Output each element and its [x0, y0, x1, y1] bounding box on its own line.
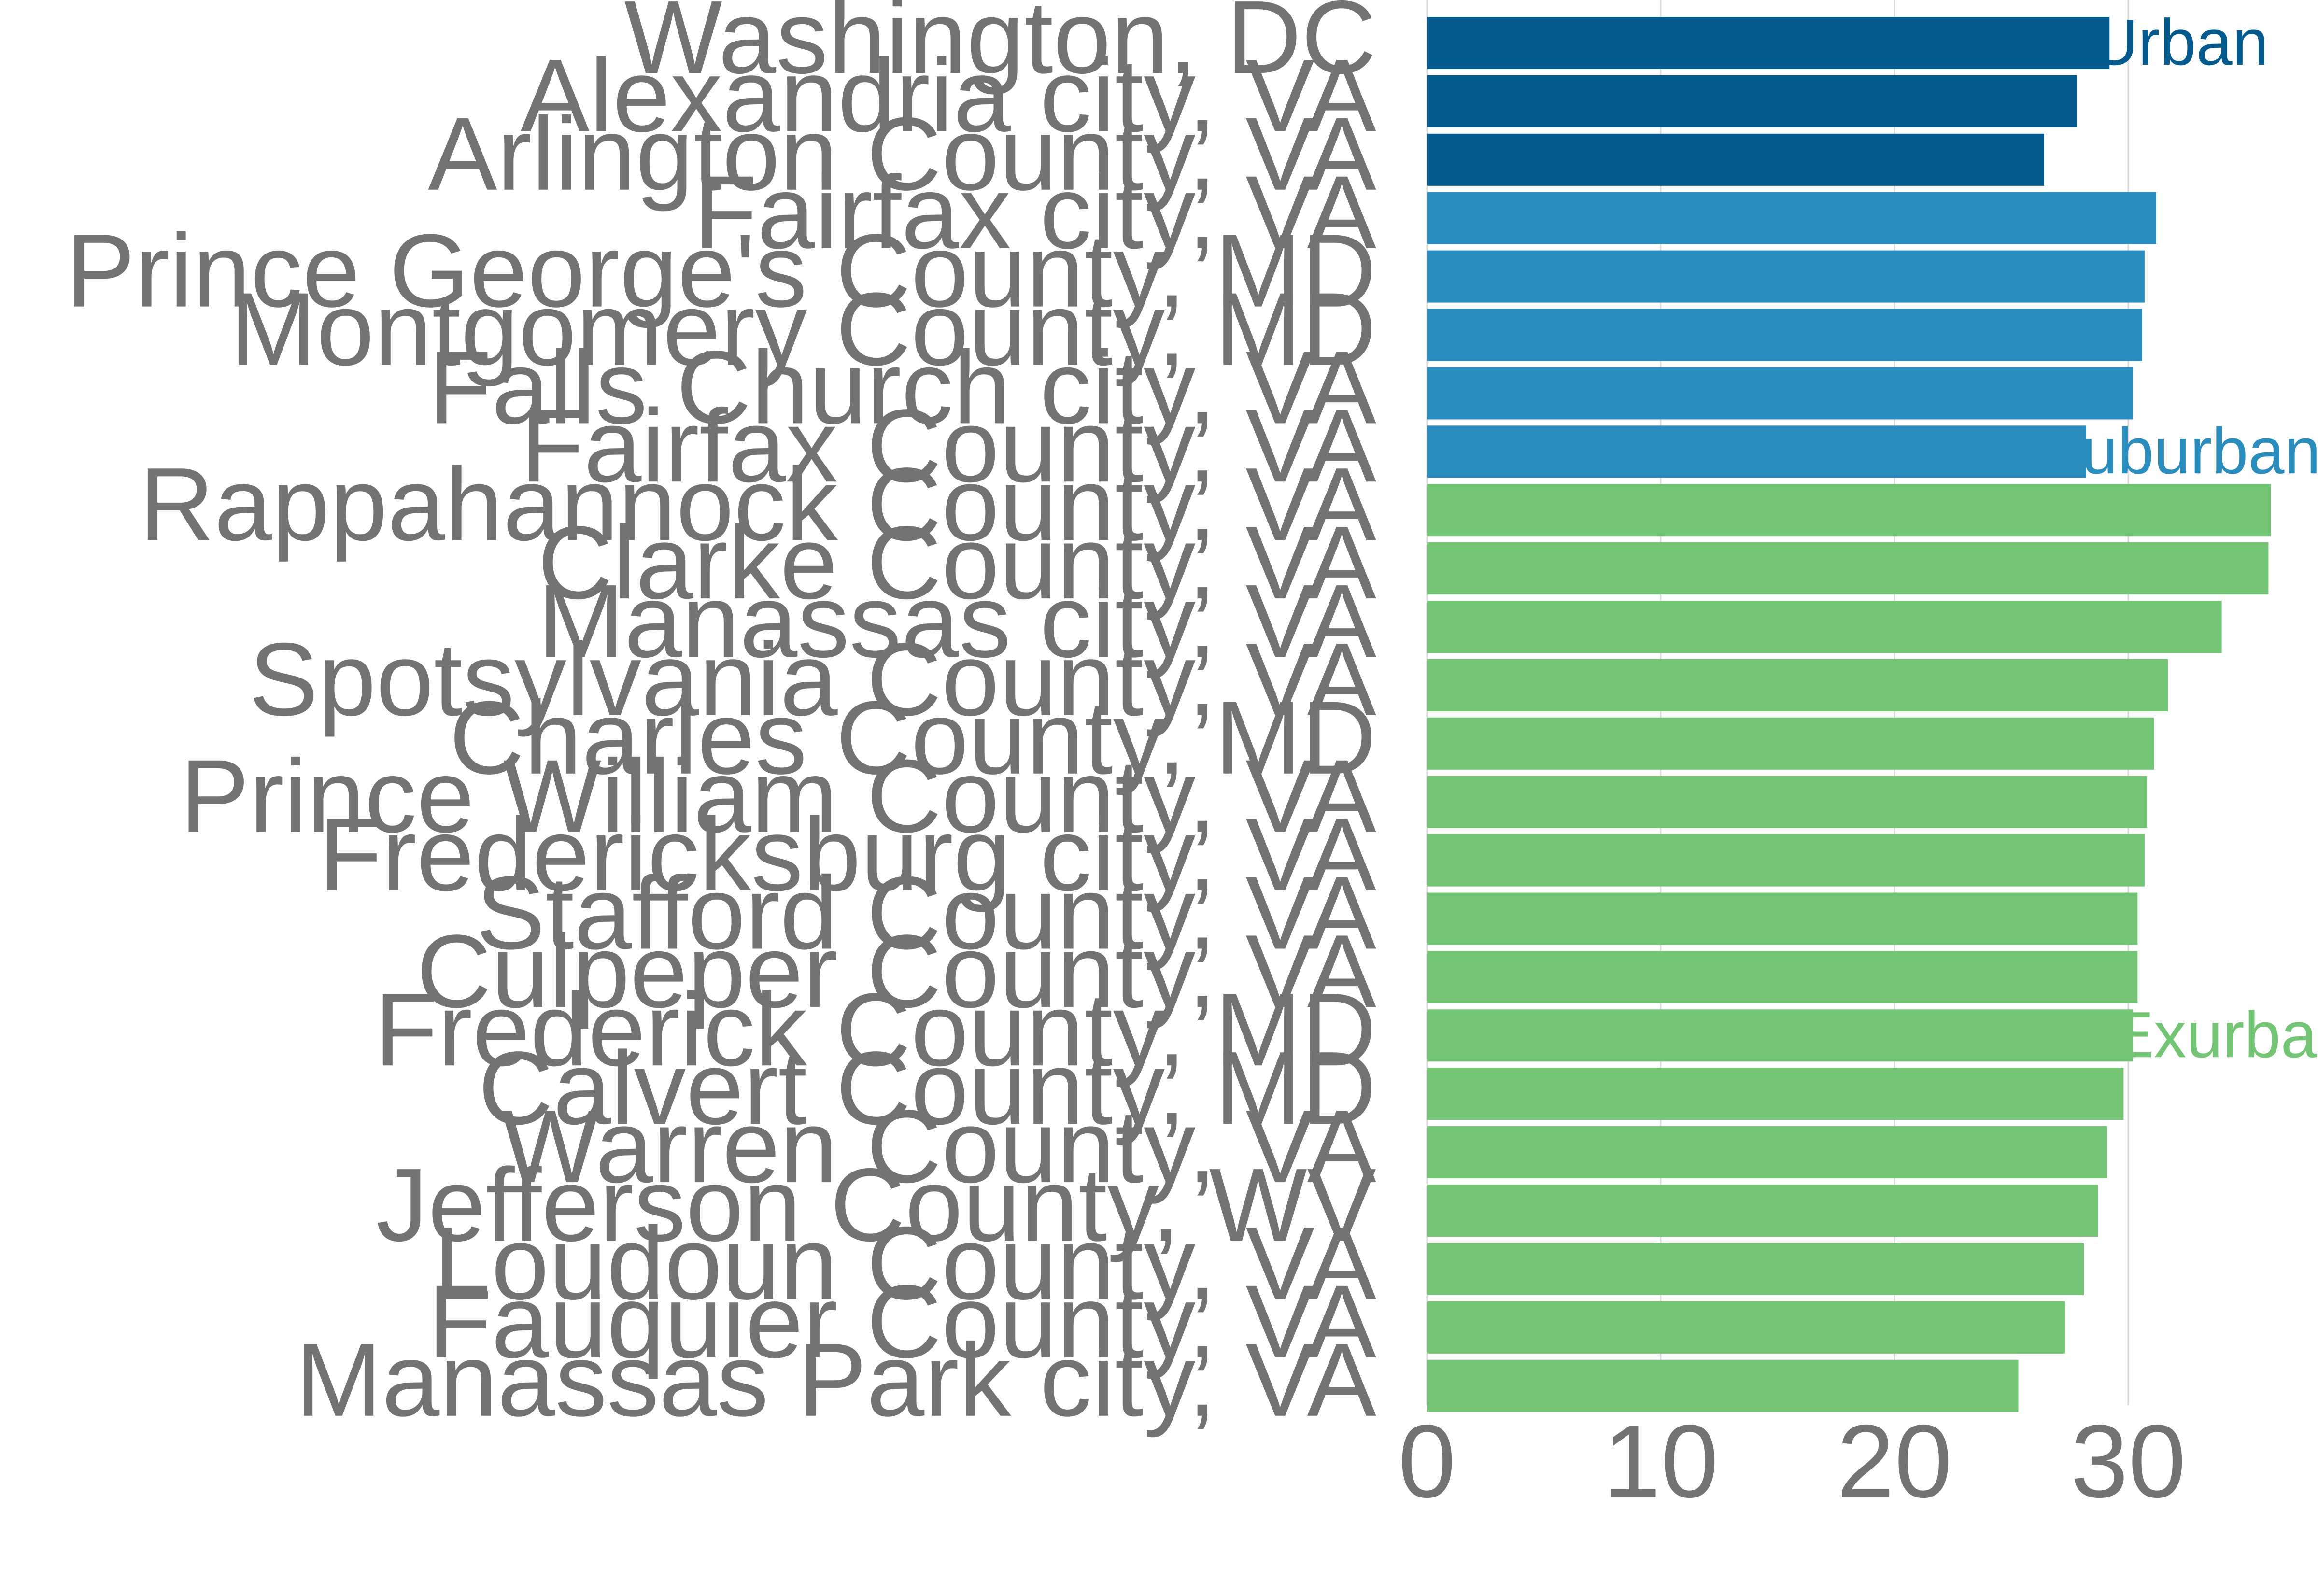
category-label: Montgomery County, MD — [230, 271, 1376, 387]
bar-fairfax-city-va — [1427, 192, 2157, 244]
category-label: Falls Church city, VA — [428, 329, 1376, 445]
group-labels: Urban Suburban Exurban — [2038, 6, 2318, 1071]
bar-charles-county-md — [1427, 717, 2154, 770]
bar-falls-church-city-va — [1427, 367, 2133, 420]
bar-warren-county-va — [1427, 1126, 2107, 1179]
category-label: Stafford County, VA — [476, 855, 1376, 971]
category-label: Fauquier County, VA — [428, 1263, 1376, 1380]
bar-alexandria-city-va — [1427, 75, 2077, 127]
x-tick-label: 30 — [2070, 1403, 2186, 1519]
category-label: Arlington County, VA — [428, 96, 1376, 212]
bar-arlington-county-va — [1427, 133, 2044, 186]
category-label: Culpeper County, VA — [416, 913, 1376, 1029]
category-label: Jefferson County, WV — [376, 1146, 1376, 1263]
group-label-suburban: Suburban — [2038, 414, 2318, 487]
group-label-urban: Urban — [2091, 6, 2269, 79]
bar-frederick-county-md — [1427, 1009, 2133, 1062]
category-label: Rappahannock County, VA — [139, 446, 1376, 562]
x-tick-label: 20 — [1837, 1403, 1952, 1519]
bar-stafford-county-va — [1427, 892, 2138, 945]
bar-rappahannock-county-va — [1427, 484, 2271, 537]
category-label: Frederick County, MD — [374, 971, 1376, 1088]
bar-fredericksburg-city-va — [1427, 834, 2145, 887]
bar-prince-william-county-va — [1427, 776, 2147, 828]
bar-spotsylvania-county-va — [1427, 659, 2168, 711]
bar-fauquier-county-va — [1427, 1301, 2065, 1354]
category-label: Loudoun County, VA — [434, 1205, 1376, 1321]
category-label: Alexandria city, VA — [521, 37, 1377, 154]
bar-culpeper-county-va — [1427, 951, 2138, 1003]
category-label: Fairfax city, VA — [693, 154, 1376, 270]
bar-jefferson-county-wv — [1427, 1185, 2098, 1237]
bar-loudoun-county-va — [1427, 1243, 2084, 1295]
bar-fairfax-county-va — [1427, 425, 2086, 478]
bar-calvert-county-md — [1427, 1068, 2124, 1120]
bar-clarke-county-va — [1427, 542, 2269, 595]
bars — [1427, 17, 2271, 1412]
bar-manassas-park-city-va — [1427, 1359, 2019, 1412]
bar-washington-dc — [1427, 17, 2110, 69]
x-axis-ticks: 0 10 20 30 — [1398, 1403, 2186, 1519]
category-label: Warren County, VA — [501, 1088, 1376, 1204]
category-label: Washington, DC — [624, 0, 1376, 95]
bar-manassas-city-va — [1427, 601, 2222, 653]
category-label: Manassas Park city, VA — [296, 1322, 1376, 1438]
x-tick-label: 10 — [1603, 1403, 1718, 1519]
group-label-exurban: Exurban — [2110, 998, 2318, 1071]
category-label: Manassas city, VA — [538, 563, 1376, 679]
category-label: Prince William County, VA — [180, 738, 1376, 854]
x-tick-label: 0 — [1398, 1403, 1456, 1519]
bar-prince-george-s-county-md — [1427, 250, 2145, 303]
category-label: Fairfax County, VA — [521, 387, 1376, 504]
category-label: Clarke County, VA — [537, 504, 1376, 621]
category-label: Charles County, MD — [449, 679, 1376, 796]
category-label: Prince George's County, MD — [66, 212, 1376, 329]
category-label: Fredericksburg city, VA — [319, 796, 1376, 913]
category-label: Calvert County, MD — [478, 1030, 1376, 1146]
bar-montgomery-county-md — [1427, 309, 2143, 361]
category-label: Spotsylvania County, VA — [249, 621, 1376, 737]
